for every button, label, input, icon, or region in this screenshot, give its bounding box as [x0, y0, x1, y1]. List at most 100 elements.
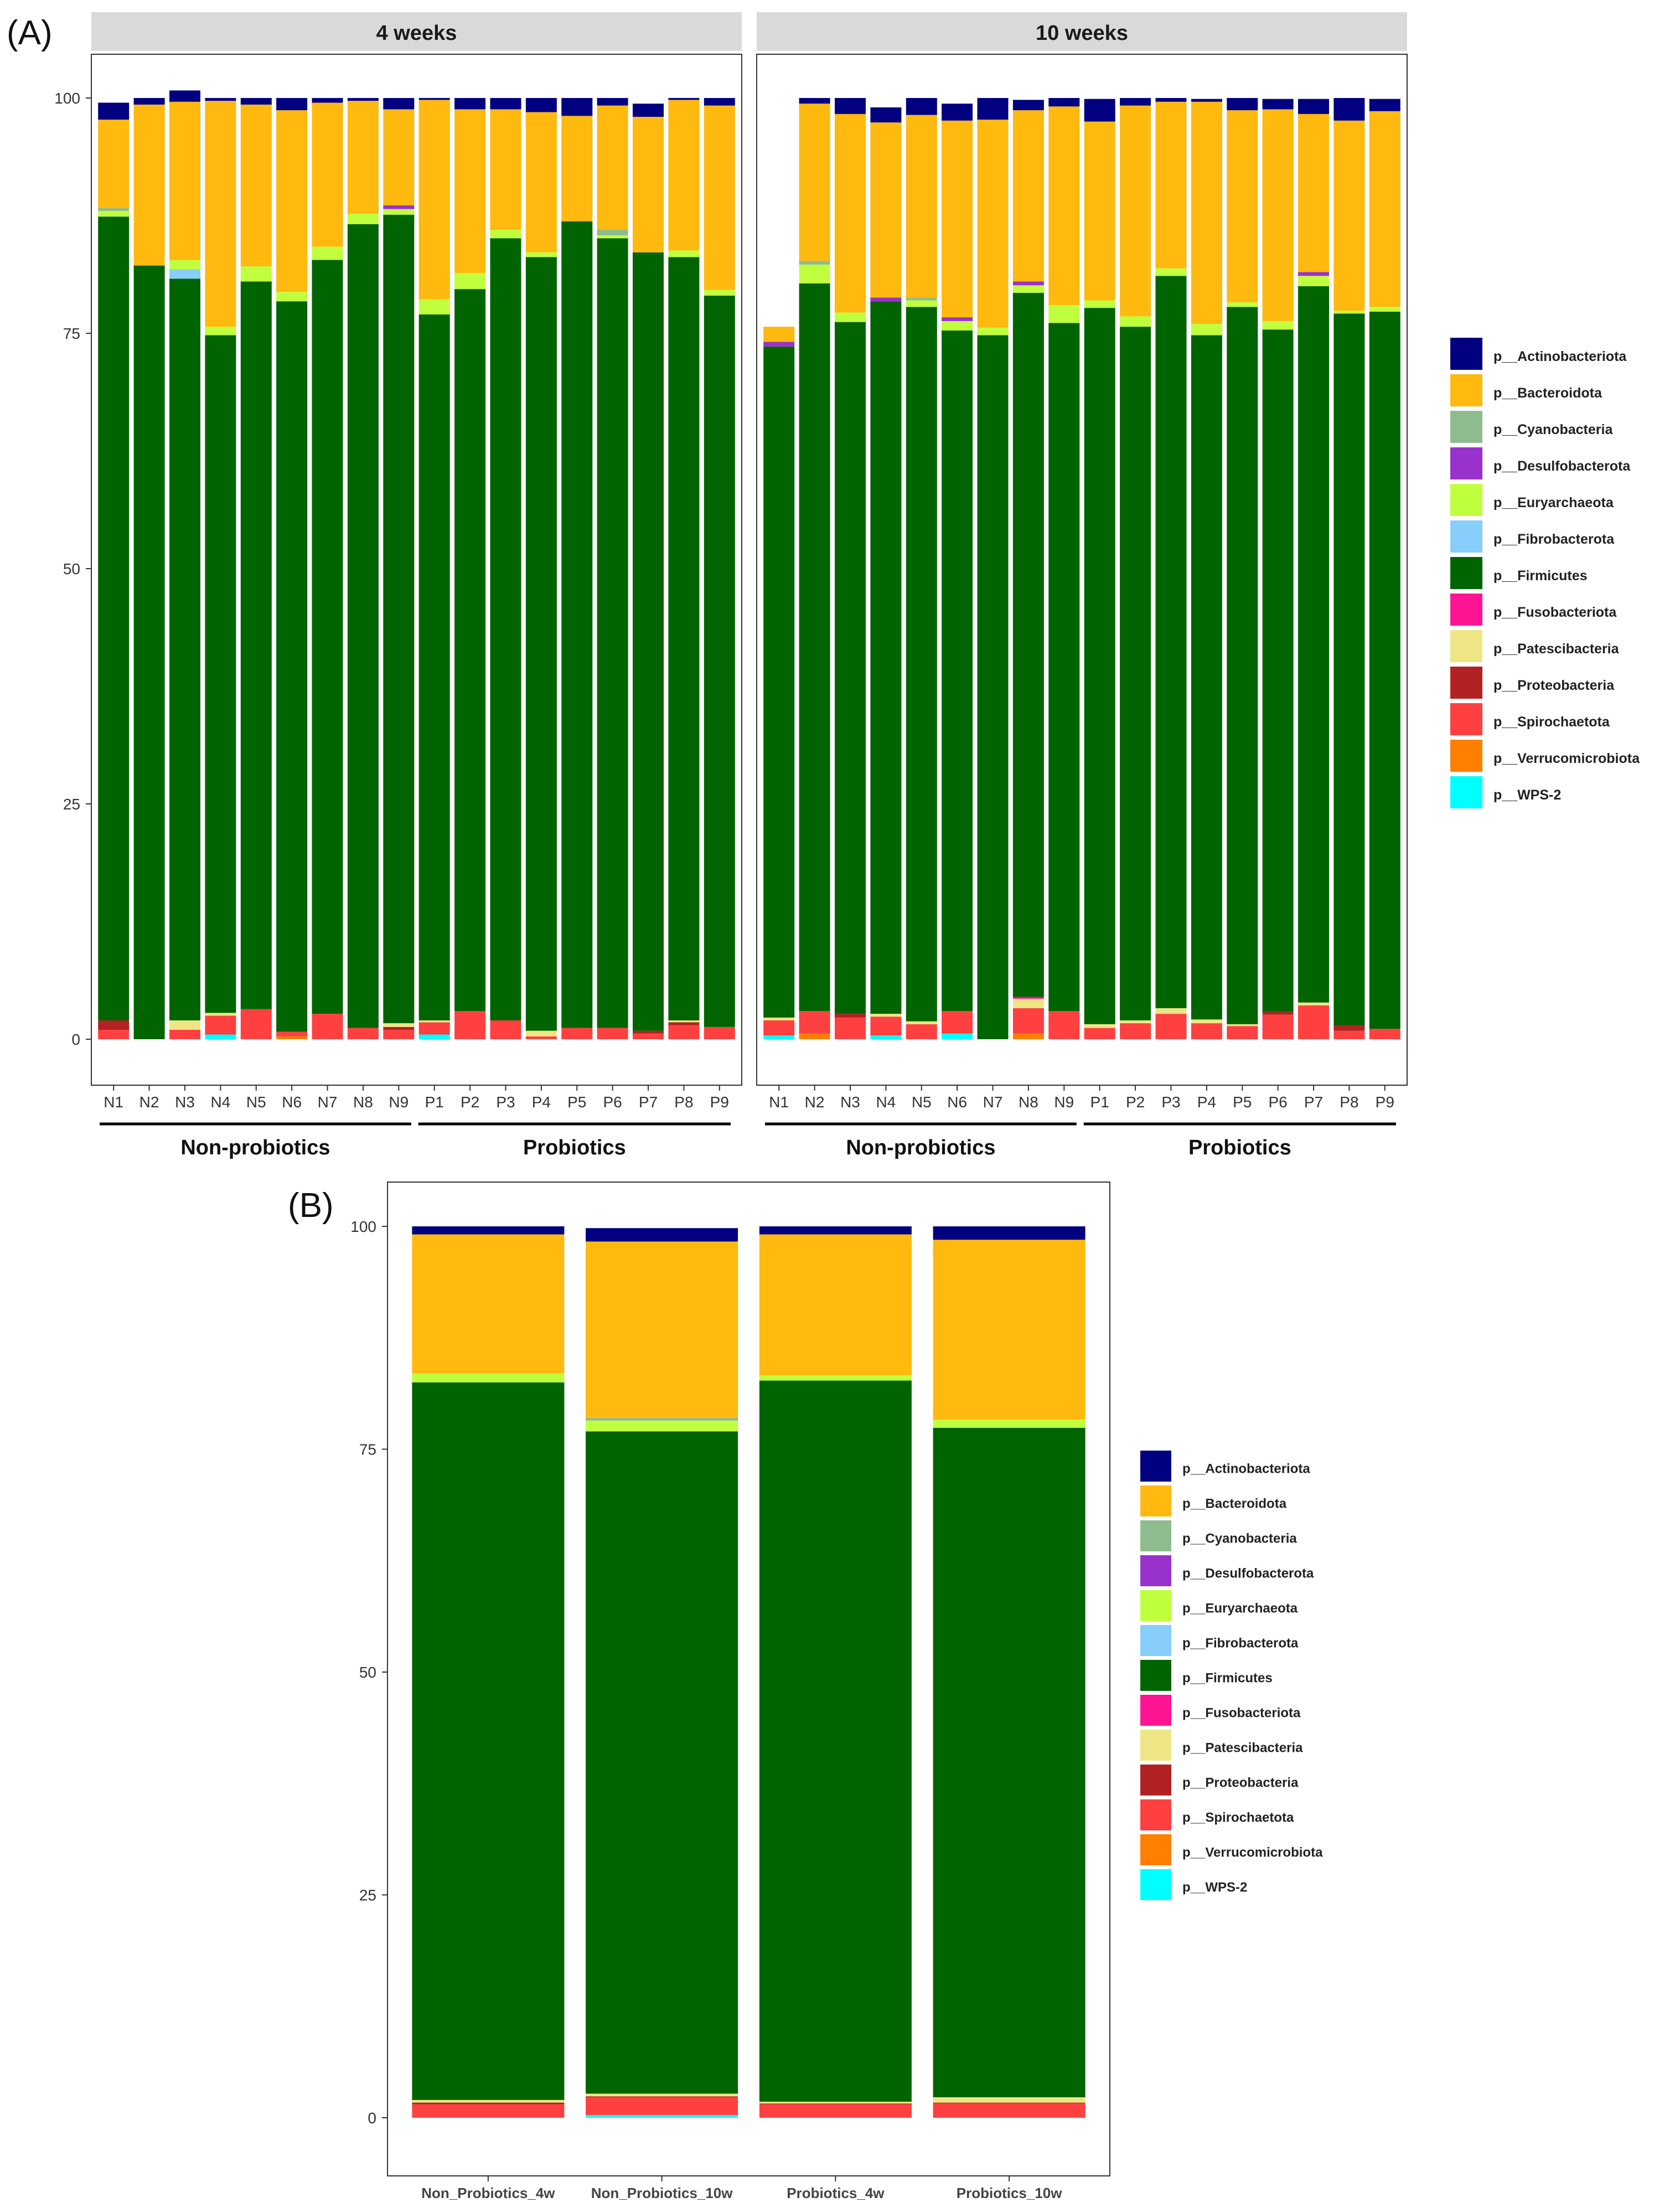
panel-a-0-bar-N3-Firmicutes [169, 278, 200, 1020]
panel-a-1-bar-N4-Bacteroidota [870, 122, 902, 298]
panel-a-1-bar-N8-Firmicutes [1012, 292, 1044, 997]
panel-a-xtick-label: N2 [805, 1093, 825, 1111]
panel-a-1-bar-N2-Spirochaetota [799, 1011, 830, 1034]
panel-a-0-bar-N2-Actinobacteriota [133, 98, 165, 105]
panel-a-1-bar-P9-Euryarchaeota [1369, 307, 1400, 312]
panel-b-bar-Probiotics_10w-Euryarchaeota [933, 1420, 1085, 1428]
panel-a-1-bar-P1-Patescibacteria [1084, 1024, 1115, 1028]
panel-a-0-bar-P8-Euryarchaeota [668, 250, 700, 257]
panel-a-0-bar-N5-Bacteroidota [240, 104, 272, 267]
panel-a-0-bar-P5-Bacteroidota [561, 116, 593, 221]
panel-a-0-bar-N1-Euryarchaeota [98, 211, 130, 217]
panel-a-1-bar-P4-Firmicutes [1191, 335, 1222, 1020]
panel-a-0-bar-N5-Spirochaetota [240, 1009, 272, 1039]
panel-b-legend-label: p__Spirochaetota [1182, 1810, 1294, 1825]
panel-a-1-bar-P8-Proteobacteria [1333, 1025, 1365, 1031]
panel-a-1-bar-P4-Actinobacteriota [1191, 99, 1222, 102]
panel-a-0-bar-N4-Patescibacteria [205, 1013, 236, 1016]
panel-b-bar-Non_Probiotics_10w-Spirochaetota [586, 2097, 738, 2116]
panel-a-1-bar-N2-Firmicutes [799, 283, 830, 1011]
panel-b-legend-swatch-Desulfobacterota [1140, 1555, 1171, 1586]
panel-a-legend-swatch-Patescibacteria [1450, 630, 1482, 662]
panel-a-legend-label: p__Cyanobacteria [1493, 422, 1613, 437]
panel-b-xtick-label: Non_Probiotics_10w [591, 2185, 733, 2201]
panel-a-label: (A) [7, 14, 53, 52]
panel-a-xtick-label: N6 [947, 1093, 967, 1111]
panel-a-0-bar-P8-Proteobacteria [668, 1022, 700, 1025]
panel-a-xtick-label: P6 [1269, 1093, 1288, 1111]
panel-b-bar-Probiotics_4w-Actinobacteriota [759, 1226, 912, 1235]
panel-b-bar-Probiotics_4w-Patescibacteria [759, 2102, 912, 2104]
panel-a-1-bar-N6-Desulfobacterota [942, 317, 973, 321]
panel-a-0-bar-P6-Firmicutes [597, 238, 628, 1028]
panel-a-1-bar-P2-Spirochaetota [1120, 1023, 1151, 1039]
panel-a-0-bar-N7-Bacteroidota [312, 102, 343, 247]
panel-b-bar-Non_Probiotics_10w-Cyanobacteria [586, 1418, 738, 1421]
panel-b-ytick-label: 50 [359, 1664, 376, 1681]
panel-b-bar-Probiotics_10w-Bacteroidota [933, 1240, 1085, 1420]
panel-a-legend-label: p__Firmicutes [1493, 568, 1588, 584]
panel-a-0-bar-N4-Bacteroidota [205, 101, 236, 327]
panel-a-1-bar-P6-Proteobacteria [1262, 1012, 1294, 1015]
panel-a-1-bar-P8-Firmicutes [1333, 313, 1365, 1025]
panel-a-1-bar-N5-Actinobacteriota [906, 98, 937, 115]
panel-a-0-bar-P7-Spirochaetota [633, 1033, 664, 1039]
panel-b-legend-label: p__Fusobacteriota [1182, 1705, 1301, 1720]
panel-a-1-bar-N7-Bacteroidota [977, 120, 1009, 328]
panel-a-xtick-label: P3 [496, 1093, 515, 1111]
panel-a-0-bar-P1-Actinobacteriota [418, 98, 450, 100]
panel-a-0-bar-P4-Bacteroidota [525, 112, 557, 252]
panel-a-1-bar-P4-Patescibacteria [1191, 1019, 1222, 1024]
panel-a-legend-label: p__Verrucomicrobiota [1493, 751, 1640, 766]
panel-a-1-bar-N2-Verrucomicrobiota [799, 1033, 830, 1039]
panel-a-xtick-label: N2 [139, 1093, 159, 1111]
panel-b-legend-swatch-Patescibacteria [1140, 1730, 1171, 1761]
panel-b-bar-Non_Probiotics_10w-Patescibacteria [586, 2093, 738, 2097]
panel-a-1-bar-N7-Firmicutes [977, 335, 1009, 1039]
panel-a-0-bar-N3-Patescibacteria [169, 1020, 200, 1030]
panel-a-0-bar-P9-Actinobacteriota [704, 98, 735, 106]
panel-b-bar-Probiotics_4w-Proteobacteria [759, 2103, 912, 2104]
panel-a-0-bar-N8-Firmicutes [347, 224, 379, 1028]
panel-b-ytick-label: 100 [350, 1218, 376, 1235]
panel-a-0-bar-N2-Firmicutes [133, 265, 165, 1040]
panel-b-bar-Probiotics_10w-Actinobacteriota [933, 1226, 1085, 1240]
panel-b-legend-label: p__WPS-2 [1182, 1880, 1247, 1895]
panel-a-1-bar-P6-Bacteroidota [1262, 109, 1294, 321]
panel-a-1-bar-P6-Firmicutes [1262, 329, 1294, 1012]
panel-a-1-bar-P2-Bacteroidota [1120, 105, 1151, 317]
panel-a-xtick-label: N5 [246, 1093, 266, 1111]
panel-a-group-label: Probiotics [1188, 1136, 1291, 1159]
panel-a-xtick-label: N3 [175, 1093, 195, 1111]
panel-a-legend-swatch-Fusobacteriota [1450, 594, 1482, 626]
panel-a-1-bar-N8-Verrucomicrobiota [1012, 1033, 1044, 1039]
panel-a-1-bar-P1-Actinobacteriota [1084, 99, 1115, 122]
panel-a-xtick-label: P2 [1126, 1093, 1145, 1111]
panel-a-1-bar-N4-Desulfobacterota [870, 297, 902, 302]
panel-a-legend-label: p__Actinobacteriota [1493, 349, 1627, 364]
panel-b-legend-swatch-Euryarchaeota [1140, 1590, 1171, 1621]
panel-a-1-bar-N4-WPS-2 [870, 1035, 902, 1039]
panel-a-1-bar-N5-Spirochaetota [906, 1024, 937, 1039]
panel-a-0-bar-N1-Actinobacteriota [98, 102, 130, 120]
panel-a-1-bar-N8-Patescibacteria [1012, 998, 1044, 1008]
panel-a-1-bar-P9-Bacteroidota [1369, 111, 1400, 307]
panel-b-legend-label: p__Patescibacteria [1182, 1740, 1303, 1755]
panel-a-1-bar-N3-Euryarchaeota [835, 312, 866, 322]
panel-a-1-bar-N3-Proteobacteria [835, 1014, 866, 1018]
panel-a-1-bar-N5-Firmicutes [906, 307, 937, 1022]
panel-b-legend-label: p__Verrucomicrobiota [1182, 1845, 1323, 1860]
panel-b-bar-Probiotics_4w-Spirochaetota [759, 2104, 912, 2118]
panel-a-1-bar-N1-Desulfobacterota [763, 342, 795, 347]
panel-a-0-bar-N3-Euryarchaeota [169, 260, 200, 270]
panel-a-1-bar-P5-Spirochaetota [1227, 1026, 1258, 1039]
panel-a-0-bar-P3-Firmicutes [490, 238, 521, 1020]
panel-a-0-bar-P9-Bacteroidota [704, 105, 735, 290]
panel-a-0-bar-P1-Firmicutes [418, 314, 450, 1020]
panel-b-legend-label: p__Cyanobacteria [1182, 1531, 1297, 1546]
panel-a-xtick-label: P8 [1340, 1093, 1358, 1111]
panel-a-1-bar-P4-Spirochaetota [1191, 1023, 1222, 1039]
panel-a-ytick-label: 50 [63, 560, 80, 577]
panel-b-bar-Non_Probiotics_10w-Bacteroidota [586, 1241, 738, 1418]
panel-a-legend-label: p__Proteobacteria [1493, 678, 1615, 693]
